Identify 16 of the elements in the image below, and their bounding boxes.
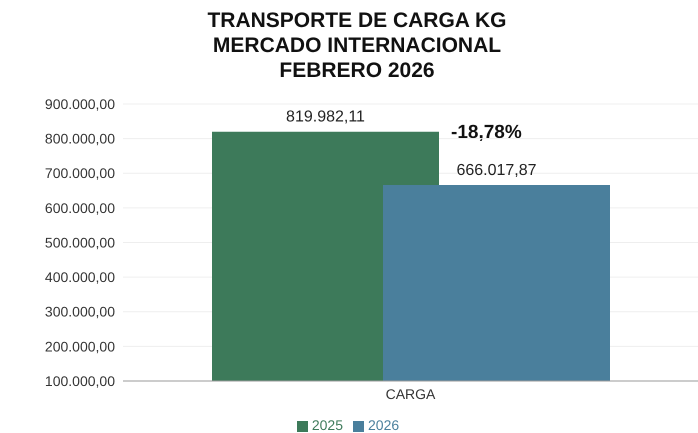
y-tick-label: 800.000,00 bbox=[44, 130, 116, 147]
y-tick-label: 100.000,00 bbox=[44, 372, 116, 389]
chart-title: TRANSPORTE DE CARGA KG MERCADO INTERNACIONAL FEBRERO 2026 bbox=[206, 8, 508, 83]
x-tick-label: CARGA bbox=[386, 386, 436, 402]
y-tick-label: 700.000,00 bbox=[44, 165, 116, 182]
y-tick-label: 300.000,00 bbox=[44, 304, 116, 320]
y-tick-label: 200.000,00 bbox=[44, 338, 116, 354]
data-label: 666.017,87 bbox=[456, 162, 537, 180]
legend-label: 2026 bbox=[368, 417, 400, 433]
data-label: 819.982,11 bbox=[286, 108, 366, 126]
y-tick-label: 900.000,00 bbox=[44, 96, 116, 112]
y-tick-label: 600.000,00 bbox=[44, 200, 116, 216]
y-tick-label: 400.000,00 bbox=[44, 269, 116, 286]
y-tick-label: 500.000,00 bbox=[44, 234, 116, 250]
annotation: -18,78% bbox=[451, 122, 522, 144]
legend-label: 2025 bbox=[312, 417, 343, 433]
